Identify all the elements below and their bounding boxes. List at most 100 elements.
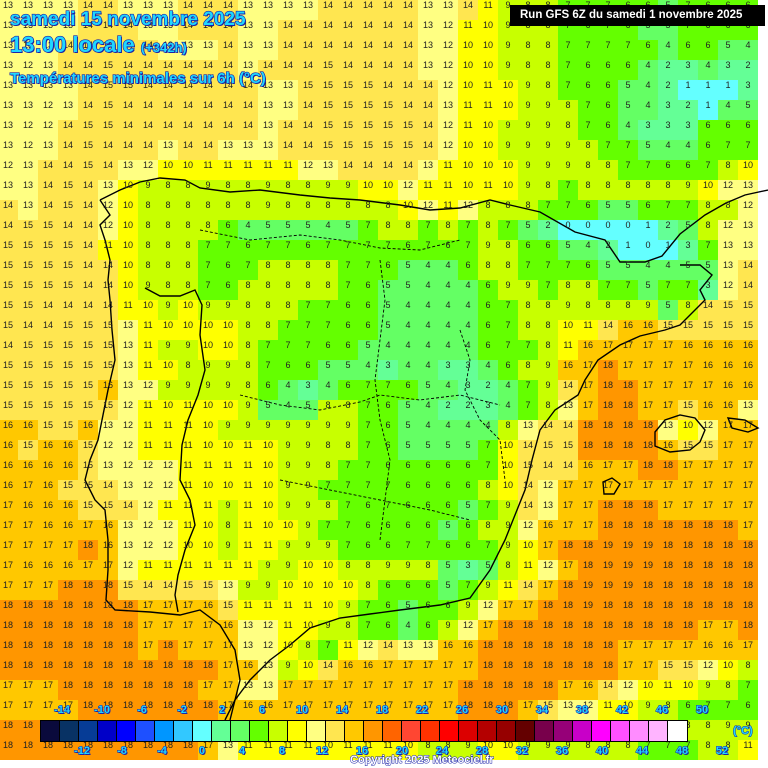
- legend-tick-label: 14: [335, 704, 349, 717]
- heat-cell: [478, 60, 498, 80]
- heat-cell: [178, 100, 198, 120]
- west-coastline: [84, 199, 241, 721]
- heat-cell: [498, 80, 518, 100]
- heat-cell: [418, 100, 438, 120]
- heat-cell: [498, 60, 518, 80]
- heat-cell: [38, 180, 58, 200]
- heat-cell: [658, 180, 678, 200]
- heat-cell: [278, 180, 298, 200]
- heat-cell: [418, 60, 438, 80]
- heat-cell: [678, 120, 698, 140]
- heat-cell: [338, 0, 358, 20]
- mallorca-island: [654, 414, 706, 453]
- heat-cell: [578, 120, 598, 140]
- heat-cell: [58, 40, 78, 60]
- heat-cell: [278, 0, 298, 20]
- heat-cell: [598, 160, 618, 180]
- heat-cell: [0, 180, 18, 200]
- heat-cell: [458, 80, 478, 100]
- heat-cell: [238, 40, 258, 60]
- heat-cell: [678, 140, 698, 160]
- heat-cell: [578, 60, 598, 80]
- heat-cell: [518, 80, 538, 100]
- legend-tick-label: -10: [94, 704, 111, 717]
- heat-cell: [318, 160, 338, 180]
- legend-tick-label: -4: [157, 745, 168, 758]
- color-scale-legend: [40, 720, 688, 742]
- legend-tick-label: 42: [615, 704, 629, 717]
- heat-cell: [18, 80, 38, 100]
- heat-cell: [398, 40, 418, 60]
- heat-cell: [358, 100, 378, 120]
- region-border-1: [199, 229, 461, 251]
- heat-cell: [258, 100, 278, 120]
- region-border-4: [459, 329, 506, 481]
- heat-cell: [278, 100, 298, 120]
- heat-cell: [178, 60, 198, 80]
- heat-cell: [238, 100, 258, 120]
- legend-swatch: [364, 721, 383, 741]
- heat-cell: [398, 20, 418, 40]
- heat-cell: [558, 120, 578, 140]
- heat-cell: [78, 20, 98, 40]
- heat-cell: [158, 180, 178, 200]
- heat-cell: [258, 20, 278, 40]
- heat-cell: [438, 0, 458, 20]
- heat-cell: [118, 0, 138, 20]
- legend-swatch: [535, 721, 554, 741]
- legend-tick-label: 40: [595, 745, 609, 758]
- forecast-local-time: 13:00 locale: [9, 31, 135, 57]
- heat-cell: [398, 60, 418, 80]
- heat-cell: [138, 180, 158, 200]
- heat-cell: [58, 0, 78, 20]
- heat-cell: [478, 140, 498, 160]
- heat-cell: [138, 0, 158, 20]
- heat-cell: [478, 0, 498, 20]
- heat-cell: [518, 160, 538, 180]
- heat-cell: [58, 80, 78, 100]
- heat-cell: [638, 180, 658, 200]
- heat-cell: [658, 40, 678, 60]
- east-coastline: [224, 264, 713, 721]
- heat-cell: [198, 100, 218, 120]
- legend-swatch: [649, 721, 668, 741]
- heat-cell: [158, 160, 178, 180]
- heat-cell: [658, 160, 678, 180]
- heat-cell: [738, 120, 758, 140]
- legend-tick-label: 8: [278, 745, 286, 758]
- legend-swatch: [497, 721, 516, 741]
- legend-swatch: [155, 721, 174, 741]
- heat-cell: [138, 60, 158, 80]
- legend-swatch: [554, 721, 573, 741]
- heat-cell: [618, 40, 638, 60]
- heat-cell: [418, 80, 438, 100]
- heat-cell: [18, 20, 38, 40]
- heat-cell: [438, 160, 458, 180]
- heat-cell: [358, 40, 378, 60]
- heat-cell: [498, 160, 518, 180]
- heat-cell: [218, 0, 238, 20]
- heat-cell: [578, 160, 598, 180]
- heat-cell: [338, 40, 358, 60]
- legend-tick-label: -6: [137, 704, 148, 717]
- legend-swatch: [136, 721, 155, 741]
- heat-cell: [318, 0, 338, 20]
- heat-cell: [198, 60, 218, 80]
- legend-tick-label: 44: [635, 745, 649, 758]
- heat-cell: [338, 140, 358, 160]
- forecast-offset: (+342h): [140, 39, 187, 55]
- heat-cell: [598, 60, 618, 80]
- heat-cell: [738, 140, 758, 160]
- heat-cell: [638, 140, 658, 160]
- heat-cell: [98, 40, 118, 60]
- heat-cell: [358, 140, 378, 160]
- heat-cell: [58, 60, 78, 80]
- heat-cell: [298, 0, 318, 20]
- heat-cell: [598, 80, 618, 100]
- heat-cell: [478, 40, 498, 60]
- heat-cell: [278, 20, 298, 40]
- heat-cell: [298, 120, 318, 140]
- heat-cell: [198, 80, 218, 100]
